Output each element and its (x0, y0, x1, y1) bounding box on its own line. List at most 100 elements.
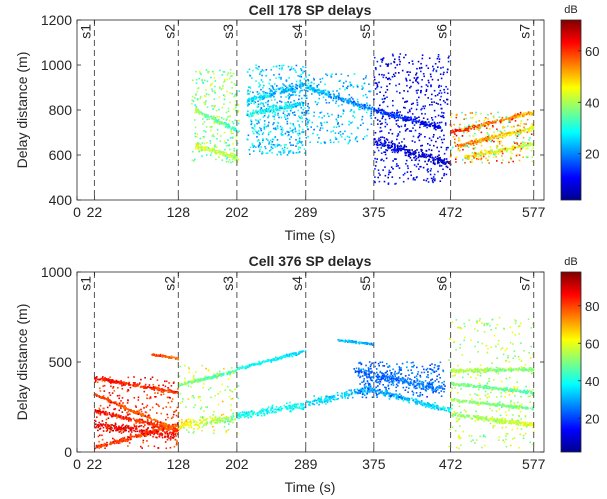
data-point (130, 418, 132, 421)
data-point (205, 69, 208, 71)
data-point (262, 70, 265, 72)
data-point (146, 431, 149, 433)
data-point (166, 438, 169, 441)
y-tick-label: 400 (49, 192, 73, 208)
data-point (492, 137, 494, 139)
data-point (405, 78, 408, 81)
data-point (255, 64, 257, 66)
data-point (431, 122, 433, 124)
data-point (192, 79, 194, 82)
data-point (280, 96, 282, 98)
data-point (116, 381, 118, 384)
data-point (130, 427, 133, 429)
data-point (421, 155, 424, 158)
data-point (385, 141, 387, 144)
data-point (394, 113, 396, 116)
data-point (517, 114, 520, 116)
data-point (455, 161, 457, 163)
data-point (470, 143, 472, 146)
data-point (389, 112, 392, 114)
data-point (233, 129, 235, 131)
data-point (424, 124, 426, 126)
data-point (522, 156, 524, 158)
data-point (208, 150, 211, 152)
data-point (153, 354, 156, 356)
data-point (526, 155, 529, 158)
data-point (248, 149, 251, 151)
data-point (267, 100, 269, 103)
data-point (420, 62, 422, 65)
data-point (464, 154, 466, 157)
data-point (374, 88, 377, 90)
data-point (231, 121, 234, 123)
data-point (211, 70, 214, 73)
data-point (458, 128, 461, 131)
data-point (108, 412, 111, 414)
data-point (333, 96, 336, 98)
data-point (228, 124, 230, 126)
data-point (405, 80, 408, 82)
data-point (273, 110, 275, 113)
data-point (288, 152, 290, 154)
data-point (404, 107, 406, 109)
data-point (185, 424, 188, 427)
data-point (120, 415, 122, 417)
data-point (290, 149, 292, 152)
x-axis-ticks-1: 0 22 128 202 289 375 472 577 (73, 20, 546, 220)
data-point (530, 127, 533, 129)
data-point (227, 161, 230, 163)
data-point (442, 66, 444, 69)
data-point (312, 132, 314, 135)
data-point (394, 151, 396, 154)
data-point (472, 135, 475, 137)
data-point (295, 85, 297, 88)
data-point (418, 67, 421, 69)
data-point (373, 143, 376, 146)
data-point (465, 128, 467, 131)
data-point (446, 160, 448, 163)
data-point (185, 419, 188, 422)
data-point (440, 121, 443, 124)
data-point (316, 103, 318, 106)
data-point (439, 103, 442, 106)
data-point (473, 126, 475, 129)
data-point (342, 82, 345, 84)
data-point (288, 138, 291, 140)
data-point (284, 102, 287, 104)
data-point (219, 87, 221, 89)
data-point (113, 427, 116, 430)
data-point (359, 105, 361, 107)
data-point (398, 56, 401, 58)
data-point (118, 427, 121, 429)
data-point (218, 156, 220, 158)
data-point (265, 125, 268, 128)
data-point (380, 109, 382, 111)
data-point (491, 151, 493, 154)
data-point (214, 152, 217, 154)
data-point (473, 128, 476, 130)
data-point (155, 424, 157, 427)
data-point (388, 132, 390, 134)
data-point (220, 88, 223, 91)
data-point (297, 134, 300, 137)
data-point (427, 67, 430, 69)
data-point (483, 149, 486, 152)
data-point (300, 69, 303, 72)
data-point (432, 158, 435, 160)
data-point (223, 71, 226, 73)
data-point (197, 109, 200, 111)
data-point (136, 430, 139, 433)
data-point (216, 151, 218, 154)
data-point (200, 146, 203, 148)
data-point (298, 115, 300, 117)
data-point (465, 143, 468, 146)
data-point (448, 55, 450, 58)
data-point (422, 73, 425, 75)
data-point (113, 438, 116, 441)
session-marker-label: s2 (161, 24, 177, 39)
data-point (111, 429, 114, 432)
data-point (144, 430, 147, 433)
data-point (460, 130, 463, 132)
data-point (530, 133, 533, 135)
data-point (120, 383, 122, 385)
